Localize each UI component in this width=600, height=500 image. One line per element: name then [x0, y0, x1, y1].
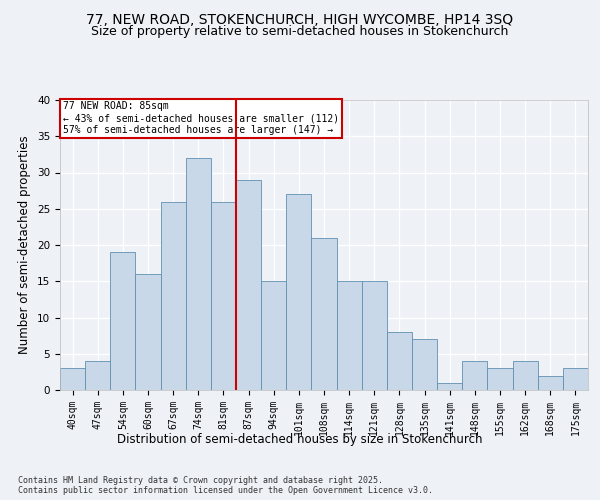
Bar	[362, 281, 387, 390]
Bar	[311, 238, 337, 390]
Bar	[211, 202, 236, 390]
Bar	[85, 361, 110, 390]
Bar	[286, 194, 311, 390]
Bar	[110, 252, 136, 390]
Bar	[487, 368, 512, 390]
Y-axis label: Number of semi-detached properties: Number of semi-detached properties	[19, 136, 31, 354]
Bar	[60, 368, 85, 390]
Bar	[512, 361, 538, 390]
Bar	[437, 383, 462, 390]
Text: 77 NEW ROAD: 85sqm
← 43% of semi-detached houses are smaller (112)
57% of semi-d: 77 NEW ROAD: 85sqm ← 43% of semi-detache…	[62, 102, 339, 134]
Bar	[261, 281, 286, 390]
Bar	[337, 281, 362, 390]
Bar	[161, 202, 186, 390]
Bar	[412, 339, 437, 390]
Bar	[538, 376, 563, 390]
Bar	[236, 180, 261, 390]
Bar	[387, 332, 412, 390]
Bar	[563, 368, 588, 390]
Bar	[462, 361, 487, 390]
Text: Size of property relative to semi-detached houses in Stokenchurch: Size of property relative to semi-detach…	[91, 25, 509, 38]
Bar	[136, 274, 161, 390]
Text: Distribution of semi-detached houses by size in Stokenchurch: Distribution of semi-detached houses by …	[117, 432, 483, 446]
Bar	[186, 158, 211, 390]
Text: Contains HM Land Registry data © Crown copyright and database right 2025.
Contai: Contains HM Land Registry data © Crown c…	[18, 476, 433, 495]
Text: 77, NEW ROAD, STOKENCHURCH, HIGH WYCOMBE, HP14 3SQ: 77, NEW ROAD, STOKENCHURCH, HIGH WYCOMBE…	[86, 12, 514, 26]
